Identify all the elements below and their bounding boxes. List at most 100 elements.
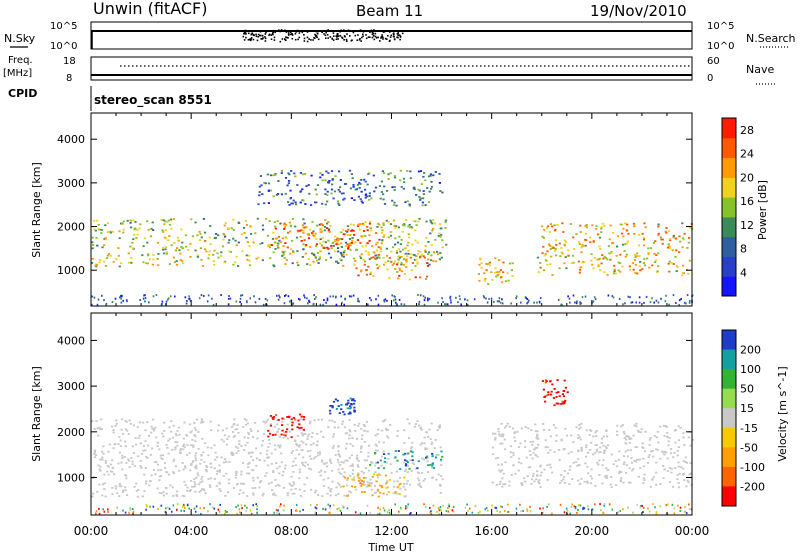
velocity-cell bbox=[649, 485, 652, 488]
power-cell bbox=[657, 234, 660, 236]
velocity-cell bbox=[250, 512, 253, 515]
power-cell bbox=[400, 262, 403, 264]
power-cell bbox=[511, 262, 514, 265]
velocity-cell bbox=[194, 490, 197, 493]
power-cell bbox=[322, 240, 325, 243]
power-cell bbox=[337, 262, 340, 264]
velocity-colorbar-tick: 15 bbox=[740, 402, 754, 415]
power-cell bbox=[625, 229, 628, 232]
power-cell bbox=[258, 191, 261, 193]
velocity-cell bbox=[298, 488, 302, 491]
power-cell bbox=[368, 195, 371, 197]
velocity-cell bbox=[426, 471, 430, 473]
power-cell bbox=[258, 297, 261, 300]
power-cell bbox=[321, 202, 324, 205]
power-cell bbox=[268, 220, 271, 222]
power-cell bbox=[638, 255, 641, 257]
velocity-cell bbox=[655, 484, 658, 486]
power-cell bbox=[391, 199, 394, 202]
velocity-cell bbox=[676, 478, 679, 481]
power-cell bbox=[237, 221, 240, 224]
power-cell bbox=[272, 195, 275, 198]
velocity-cell bbox=[546, 446, 549, 449]
velocity-cell bbox=[643, 450, 647, 453]
velocity-cell bbox=[280, 461, 283, 464]
power-cell bbox=[248, 254, 251, 257]
power-cell bbox=[327, 172, 330, 174]
power-cell bbox=[414, 265, 417, 267]
velocity-cell bbox=[158, 479, 161, 481]
power-cell bbox=[394, 268, 397, 270]
power-cell bbox=[358, 300, 361, 303]
power-cell bbox=[213, 249, 216, 252]
velocity-cell bbox=[376, 513, 379, 515]
power-cell bbox=[395, 204, 398, 207]
power-cell bbox=[378, 265, 381, 268]
noise-search-point bbox=[306, 36, 309, 39]
power-cell bbox=[402, 177, 406, 180]
power-cell bbox=[212, 303, 215, 306]
power-cell bbox=[296, 261, 299, 264]
velocity-cell bbox=[674, 467, 677, 469]
power-cell bbox=[335, 296, 337, 299]
power-cell bbox=[325, 170, 328, 173]
velocity-cell bbox=[532, 452, 535, 454]
velocity-cell bbox=[335, 486, 338, 489]
velocity-colorbar-segment bbox=[722, 466, 736, 487]
power-cell bbox=[555, 244, 558, 246]
velocity-cell bbox=[598, 451, 601, 454]
power-cell bbox=[209, 243, 212, 246]
velocity-cell bbox=[127, 459, 131, 462]
power-cell bbox=[379, 197, 382, 200]
velocity-cell bbox=[267, 429, 270, 432]
power-cell bbox=[675, 270, 678, 272]
power-cell bbox=[590, 259, 593, 262]
velocity-cell bbox=[370, 488, 373, 491]
velocity-cell bbox=[385, 486, 388, 489]
power-cell bbox=[386, 254, 389, 257]
velocity-cell bbox=[624, 450, 627, 453]
power-cell bbox=[542, 245, 545, 248]
noise-search-point bbox=[284, 38, 286, 40]
velocity-cell bbox=[175, 495, 179, 497]
velocity-cell bbox=[445, 510, 448, 513]
power-cell bbox=[643, 264, 647, 267]
velocity-cell bbox=[635, 446, 638, 449]
velocity-cell bbox=[321, 495, 324, 497]
velocity-cell bbox=[332, 435, 335, 438]
power-cell bbox=[372, 256, 375, 259]
noise-search-point bbox=[249, 38, 252, 40]
power-cell bbox=[411, 262, 414, 264]
velocity-cell bbox=[677, 446, 680, 448]
velocity-cell bbox=[182, 437, 185, 440]
power-cell bbox=[490, 297, 493, 300]
power-cell bbox=[315, 238, 318, 240]
power-cell bbox=[101, 246, 104, 249]
velocity-cell bbox=[677, 486, 680, 489]
power-cell bbox=[292, 250, 295, 253]
velocity-cell bbox=[357, 472, 360, 475]
velocity-cell bbox=[200, 454, 203, 457]
power-cell bbox=[103, 299, 105, 302]
noise-search-point bbox=[332, 32, 335, 34]
power-cell bbox=[104, 265, 107, 267]
velocity-cell bbox=[607, 444, 610, 447]
velocity-cell bbox=[652, 455, 655, 458]
power-cell bbox=[367, 251, 370, 254]
velocity-cell bbox=[529, 441, 532, 443]
power-cell bbox=[382, 263, 385, 266]
power-cell bbox=[294, 225, 297, 228]
velocity-cell bbox=[564, 427, 567, 430]
velocity-cell bbox=[240, 504, 243, 507]
power-cell bbox=[429, 259, 433, 262]
power-cell bbox=[485, 297, 487, 300]
velocity-cell bbox=[170, 420, 173, 423]
velocity-cell bbox=[616, 434, 619, 436]
velocity-cell bbox=[679, 427, 682, 429]
power-cell bbox=[632, 268, 635, 271]
velocity-cell bbox=[322, 478, 325, 481]
power-cell bbox=[618, 297, 621, 300]
noise-search-point bbox=[329, 36, 332, 38]
power-cell bbox=[224, 235, 227, 238]
